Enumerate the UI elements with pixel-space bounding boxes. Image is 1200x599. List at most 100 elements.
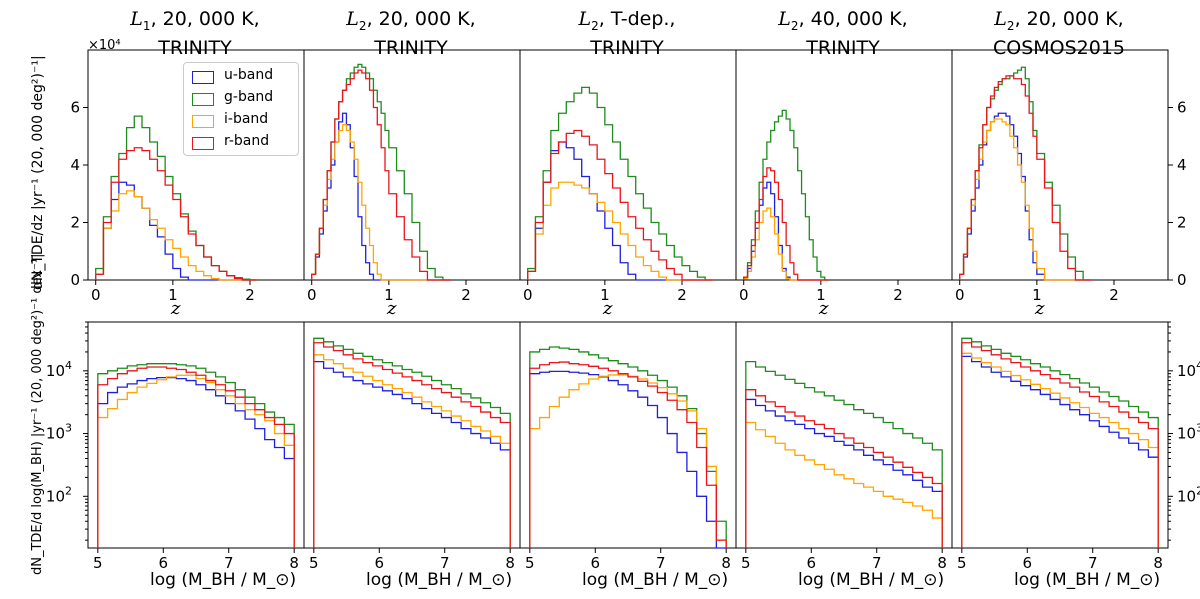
panel-8-xtick-label-7: 7 bbox=[656, 554, 666, 572]
panel-2-series-i-band bbox=[311, 124, 451, 281]
panel-9-xtick-label-8: 8 bbox=[937, 554, 947, 572]
panel-6-xtick-label-7: 7 bbox=[224, 554, 234, 572]
panel-8-xtick-label-8: 8 bbox=[721, 554, 731, 572]
panel-7-series-u-band bbox=[313, 361, 511, 548]
panel-4-series-r-band bbox=[743, 167, 829, 281]
panel-10-series-g-band bbox=[961, 337, 1159, 548]
panel-6-xtick-label-5: 5 bbox=[93, 554, 103, 572]
panel-6-series-i-band bbox=[97, 374, 295, 548]
panel-1-xtick-label-1: 1 bbox=[168, 286, 178, 304]
panel-9-xtick-label-6: 6 bbox=[806, 554, 816, 572]
panel-5-ytick-label-r-40000: 4 bbox=[1177, 156, 1187, 174]
panel-10-ytick-label-r-100: 102 bbox=[1177, 484, 1200, 505]
panel-4-xtick-label-0: 0 bbox=[739, 286, 749, 304]
panel-5-series-u-band bbox=[959, 112, 1091, 281]
panel-5-xtick-label-2: 2 bbox=[1109, 286, 1119, 304]
panel-10-series-i-band bbox=[961, 352, 1159, 548]
x-axis-label-top-3: z bbox=[603, 298, 613, 319]
panel-7-series-g-band bbox=[313, 337, 511, 548]
panel-5-xtick-label-0: 0 bbox=[955, 286, 965, 304]
panel-3-series-u-band bbox=[527, 141, 713, 281]
panel-1-xtick-label-0: 0 bbox=[91, 286, 101, 304]
y-axis-multiplier: ×10⁴ bbox=[88, 38, 121, 53]
panel-8-xtick-label-5: 5 bbox=[525, 554, 535, 572]
panel-3-xtick-label-0: 0 bbox=[523, 286, 533, 304]
panel-7-xtick-label-7: 7 bbox=[440, 554, 450, 572]
panel-9-series-g-band bbox=[745, 361, 943, 548]
panel-5-ytick-label-r-20000: 2 bbox=[1177, 214, 1187, 232]
panel-3-series-i-band bbox=[527, 181, 713, 281]
x-axis-label-bottom-5: log (M_BH / M_⊙) bbox=[1014, 570, 1161, 590]
panel-10-xtick-label-8: 8 bbox=[1153, 554, 1163, 572]
panel-6-xtick-label-6: 6 bbox=[158, 554, 168, 572]
panel-7-frame bbox=[303, 321, 521, 549]
panel-10-series-u-band bbox=[961, 355, 1159, 548]
panel-6-series-r-band bbox=[97, 366, 295, 548]
legend-swatch-r bbox=[192, 137, 214, 150]
panel-1-series-u-band bbox=[95, 181, 258, 281]
panel-8-series-i-band bbox=[529, 374, 727, 548]
panel-8-series-r-band bbox=[529, 361, 727, 548]
panel-1-ytick-label-0: 0 bbox=[70, 271, 80, 289]
panel-8-series-u-band bbox=[529, 370, 727, 549]
panel-10-xtick-label-7: 7 bbox=[1088, 554, 1098, 572]
panel-title-3: L2, T-dep., TRINITY bbox=[578, 8, 676, 59]
panel-10-ytick-label-r-1000: 103 bbox=[1177, 422, 1200, 443]
x-axis-label-top-2: z bbox=[387, 298, 397, 319]
panel-6-ytick-label-10000: 104 bbox=[46, 359, 72, 380]
panel-3-series-r-band bbox=[527, 129, 713, 281]
panel-7-xtick-label-8: 8 bbox=[505, 554, 515, 572]
legend: u-band g-band i-band r-band bbox=[183, 62, 299, 156]
panel-title-4: L2, 40, 000 K, TRINITY bbox=[778, 8, 908, 59]
panel-1-xtick-label-2: 2 bbox=[245, 286, 255, 304]
panel-10-ytick-label-r-10000: 104 bbox=[1177, 359, 1200, 380]
panel-title-5: L2, 20, 000 K, COSMOS2015 bbox=[992, 8, 1126, 59]
x-axis-label-top-4: z bbox=[819, 298, 829, 319]
panel-title-2: L2, 20, 000 K, TRINITY bbox=[346, 8, 476, 59]
panel-9-series-u-band bbox=[745, 398, 943, 548]
x-axis-label-top-1: z bbox=[171, 298, 181, 319]
panel-10-series-r-band bbox=[961, 342, 1159, 548]
panel-6-series-u-band bbox=[97, 376, 295, 548]
panel-5-ytick-label-r-0: 0 bbox=[1177, 271, 1187, 289]
panel-1-ytick-label-60000: 6 bbox=[70, 99, 80, 117]
panel-4-xtick-label-1: 1 bbox=[816, 286, 826, 304]
panel-7-xtick-label-5: 5 bbox=[309, 554, 319, 572]
panel-8-xtick-label-6: 6 bbox=[590, 554, 600, 572]
legend-label-g: g-band bbox=[224, 89, 274, 105]
panel-5-ytick-label-r-60000: 6 bbox=[1177, 99, 1187, 117]
panel-6-frame bbox=[87, 321, 305, 549]
panel-10-xtick-label-5: 5 bbox=[957, 554, 967, 572]
panel-2-xtick-label-2: 2 bbox=[461, 286, 471, 304]
panel-7-series-r-band bbox=[313, 342, 511, 548]
panel-4-series-g-band bbox=[743, 109, 829, 281]
legend-swatch-u bbox=[192, 71, 214, 84]
legend-label-u: u-band bbox=[224, 67, 274, 83]
panel-5-series-i-band bbox=[959, 118, 1091, 281]
panel-9-xtick-label-7: 7 bbox=[872, 554, 882, 572]
panel-9-series-i-band bbox=[745, 421, 943, 548]
x-axis-label-bottom-1: log (M_BH / M_⊙) bbox=[150, 570, 297, 590]
legend-swatch-g bbox=[192, 93, 214, 106]
panel-6-ytick-label-100: 102 bbox=[46, 484, 72, 505]
x-axis-label-top-5: z bbox=[1035, 298, 1045, 319]
legend-swatch-i bbox=[192, 115, 214, 128]
panel-1-series-r-band bbox=[95, 147, 258, 281]
panel-9-series-r-band bbox=[745, 389, 943, 548]
x-axis-label-bottom-4: log (M_BH / M_⊙) bbox=[798, 570, 945, 590]
panel-5-xtick-label-1: 1 bbox=[1032, 286, 1042, 304]
panel-title-1: L1, 20, 000 K, TRINITY bbox=[130, 8, 260, 59]
bottom-y-axis-label: dN_TDE/d log(M_BH) |yr⁻¹ (20, 000 deg²)⁻… bbox=[30, 253, 45, 575]
panel-2-xtick-label-0: 0 bbox=[307, 286, 317, 304]
x-axis-label-bottom-3: log (M_BH / M_⊙) bbox=[582, 570, 729, 590]
panel-4-frame bbox=[735, 49, 953, 281]
panel-6-series-g-band bbox=[97, 363, 295, 548]
panel-1-ytick-label-40000: 4 bbox=[70, 156, 80, 174]
panel-6-ytick-label-1000: 103 bbox=[46, 422, 72, 443]
panel-2-xtick-label-1: 1 bbox=[384, 286, 394, 304]
panel-3-xtick-label-1: 1 bbox=[600, 286, 610, 304]
panel-3-xtick-label-2: 2 bbox=[677, 286, 687, 304]
panel-2-series-g-band bbox=[311, 63, 451, 281]
x-axis-label-bottom-2: log (M_BH / M_⊙) bbox=[366, 570, 513, 590]
